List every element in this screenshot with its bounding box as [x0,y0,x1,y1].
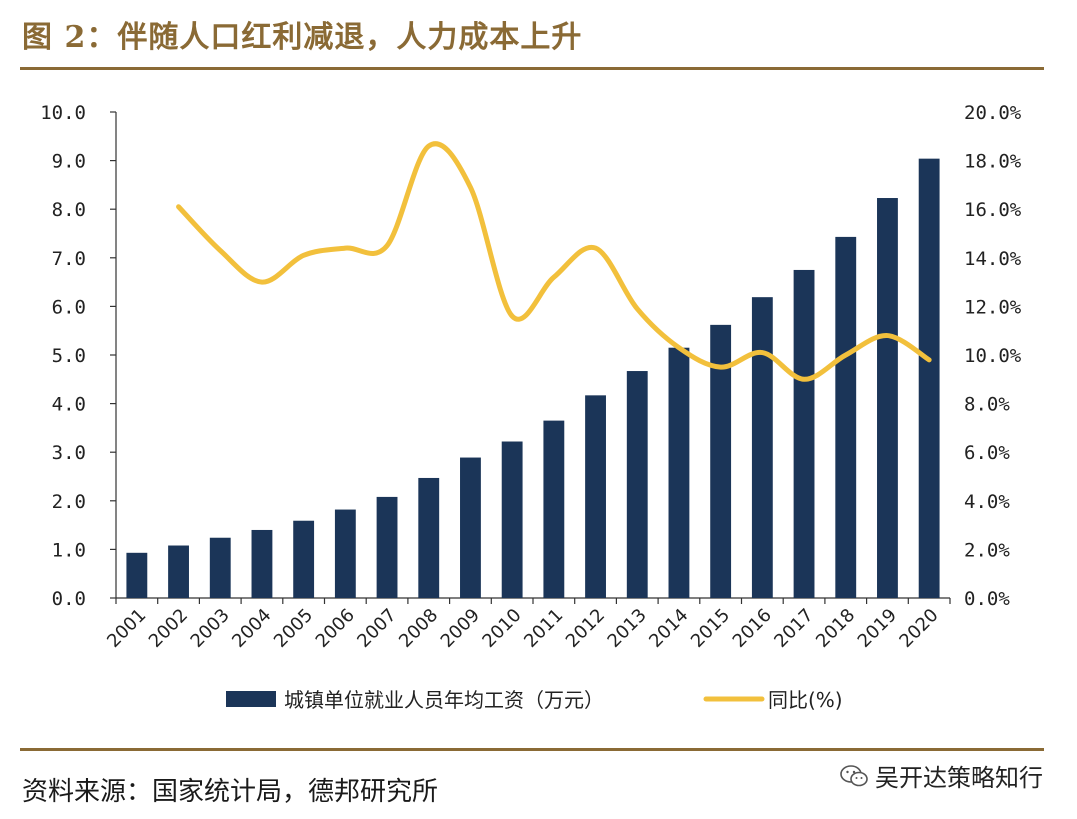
right-tick-label: 8.0% [964,394,1010,416]
x-tick-label: 2002 [145,605,192,652]
x-tick-label: 2001 [103,605,150,652]
left-tick-label: 8.0 [52,199,86,221]
x-tick-label: 2017 [770,605,817,652]
chart-axes [110,111,951,604]
bar-2011 [543,420,565,598]
x-tick-label: 2012 [562,605,609,652]
x-tick-label: 2015 [687,605,734,652]
x-tick-label: 2009 [437,605,484,652]
x-tick-label: 2011 [520,605,567,652]
right-tick-label: 16.0% [964,199,1022,221]
bar-2010 [501,441,523,598]
right-tick-label: 10.0% [964,345,1022,367]
right-tick-label: 18.0% [964,151,1022,173]
left-tick-label: 0.0 [52,588,86,610]
x-axis-ticks: 2001200220032004200520062007200820092010… [103,605,943,652]
chart-area: 0.0 1.0 2.0 3.0 4.0 5.0 6.0 7.0 8.0 9.0 10.0 0.0% 2… [40,102,1022,712]
bar-2004 [251,529,273,598]
left-tick-label: 3.0 [52,442,86,464]
yoy-growth-line [176,141,932,382]
left-tick-label: 1.0 [52,539,86,561]
x-tick-label: 2004 [228,605,275,652]
bar-2017 [793,269,815,598]
bar-2016 [751,297,773,598]
left-tick-label: 10.0 [40,102,86,124]
bar-series [126,158,940,599]
left-tick-label: 4.0 [52,394,86,416]
x-tick-label: 2007 [353,605,400,652]
watermark-text: 吴开达策略知行 [875,764,1043,792]
bar-2005 [293,520,315,598]
right-tick-label: 6.0% [964,442,1010,464]
legend-bar-swatch [226,691,276,707]
legend: 城镇单位就业人员年均工资（万元） 同比(%) [226,688,843,712]
bar-2008 [418,477,440,598]
bar-2013 [626,371,648,598]
wechat-icon [840,764,868,786]
x-tick-label: 2016 [729,605,776,652]
x-tick-label: 2013 [604,605,651,652]
bar-2015 [710,324,732,598]
x-tick-label: 2006 [312,605,359,652]
right-axis-ticks: 0.0% 2.0% 4.0% 6.0% 8.0% 10.0% 12.0% 14.0% 16.0%… [964,102,1022,610]
x-tick-label: 2020 [895,605,942,652]
line-series [176,141,932,382]
x-tick-label: 2019 [854,605,901,652]
left-tick-label: 7.0 [52,248,86,270]
bar-2009 [460,457,481,598]
bar-2014 [668,347,690,598]
bar-2003 [209,537,231,598]
left-axis-ticks: 0.0 1.0 2.0 3.0 4.0 5.0 6.0 7.0 8.0 9.0 10.0 [40,102,86,610]
right-tick-label: 2.0% [964,539,1010,561]
right-tick-label: 20.0% [964,102,1022,124]
watermark: 吴开达策略知行 [839,758,1043,793]
right-tick-label: 14.0% [964,248,1022,270]
left-tick-label: 6.0 [52,296,86,318]
x-tick-label: 2010 [478,605,525,652]
legend-bar-label: 城镇单位就业人员年均工资（万元） [284,688,604,712]
right-tick-label: 12.0% [964,296,1022,318]
bar-2002 [168,545,189,598]
x-tick-label: 2005 [270,605,317,652]
x-tick-label: 2014 [645,605,692,652]
left-tick-label: 2.0 [52,491,86,513]
legend-line-label: 同比(%) [768,688,843,712]
footer-divider [20,748,1044,751]
bar-2001 [126,552,148,598]
header-divider [20,67,1044,70]
bar-2006 [334,509,356,598]
bar-2012 [585,395,606,598]
right-tick-label: 0.0% [964,588,1010,610]
left-tick-label: 9.0 [52,151,86,173]
bar-2018 [835,236,857,599]
source-note: 资料来源：国家统计局，德邦研究所 [22,777,439,807]
x-tick-label: 2003 [187,605,234,652]
bar-2019 [877,198,898,598]
right-tick-label: 4.0% [964,491,1010,513]
chart-title: 图 2：伴随人口红利减退，人力成本上升 [22,20,583,55]
left-tick-label: 5.0 [52,345,86,367]
bar-2020 [918,158,940,598]
bar-2007 [376,496,398,598]
x-tick-label: 2018 [812,605,859,652]
x-tick-label: 2008 [395,605,442,652]
